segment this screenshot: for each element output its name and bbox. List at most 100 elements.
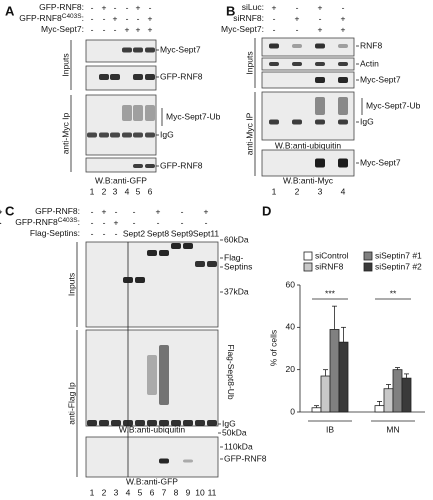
condition-superscript: C403S (62, 13, 83, 20)
lane-number: 3 (113, 186, 118, 196)
condition-mark: - (273, 13, 276, 23)
y-axis-label: % of cells (268, 330, 278, 366)
band (145, 164, 155, 168)
condition-label: GFP-RNF8: (35, 206, 80, 216)
band (145, 105, 155, 121)
bar (311, 407, 322, 413)
condition-mark: + (102, 206, 107, 216)
blot (85, 39, 157, 63)
band (111, 420, 121, 426)
band (292, 44, 302, 48)
panel-label: A (5, 3, 15, 18)
band-label: 37kDa (224, 286, 249, 296)
band-label: GFP-RNF8 (224, 453, 267, 463)
band (338, 62, 348, 66)
band-label: Flag-Sept8-Ub (226, 344, 236, 400)
band (145, 132, 155, 138)
condition-mark: - (115, 228, 118, 238)
condition-label: GFP-RNF8C403S: (15, 217, 80, 228)
condition-label: siRNF8: (233, 13, 264, 23)
lane-number: 9 (186, 487, 191, 497)
bar (383, 388, 394, 413)
condition-name: GFP-RNF8: (35, 206, 80, 216)
bar (374, 405, 385, 413)
condition-mark: - (91, 24, 94, 34)
condition-mark: - (103, 13, 106, 23)
band (99, 74, 109, 80)
band-label: IgG (360, 116, 374, 126)
lane-number: 10 (195, 487, 205, 497)
band-label: Flag- (224, 252, 244, 262)
condition-mark: - (114, 24, 117, 34)
band (292, 119, 302, 125)
condition-mark: - (205, 217, 208, 227)
condition-mark: + (272, 2, 277, 12)
significance-label: ** (390, 288, 397, 298)
legend-swatch (363, 262, 373, 272)
band (122, 132, 132, 138)
condition-name: GFP-RNF8 (15, 217, 58, 227)
lane-number: 2 (102, 487, 107, 497)
blot (261, 71, 355, 89)
band-label: 110kDa (224, 441, 253, 451)
condition-mark: - (0, 206, 2, 216)
band (269, 119, 279, 125)
bar (320, 375, 331, 413)
blot-caption: W.B:anti-GFP (95, 175, 147, 185)
band (207, 420, 217, 426)
band-label: Actin (360, 58, 379, 68)
condition-mark: Sept8 (147, 228, 169, 238)
condition-mark: + (102, 2, 107, 12)
band (269, 43, 279, 49)
y-tick-label: 0 (290, 406, 295, 416)
lane-number: 1 (90, 487, 95, 497)
condition-mark: + (341, 13, 346, 23)
band (207, 261, 217, 267)
band-label: GFP-RNF8 (160, 160, 203, 170)
condition-mark: - (91, 2, 94, 12)
blot (261, 37, 355, 57)
condition-mark: - (296, 2, 299, 12)
legend-swatch (303, 251, 313, 261)
panel: CGFP-RNF8:-+--+-+-+-+GFP-RNF8C403S:--+--… (0, 203, 267, 497)
condition-mark: + (318, 2, 323, 12)
band-label: Myc-Sept7 (360, 157, 401, 167)
section-label: anti-Myc Ip (60, 112, 70, 154)
band (99, 420, 109, 426)
condition-mark: + (156, 206, 161, 216)
condition-mark: + (113, 13, 118, 23)
condition-label: GFP-RNF8C403S: (19, 13, 84, 24)
band-label: 60kDa (224, 234, 249, 244)
condition-mark: - (181, 206, 184, 216)
condition-mark: - (149, 2, 152, 12)
blot (261, 57, 355, 71)
band (135, 420, 145, 426)
legend-swatch (363, 251, 373, 261)
condition-mark: - (0, 206, 2, 216)
condition-mark: Sept2 (123, 228, 145, 238)
significance-label: *** (325, 288, 336, 298)
blot (85, 436, 219, 478)
lane-number: 4 (341, 186, 346, 196)
bar (329, 329, 340, 413)
condition-name: Myc-Sept7: (221, 24, 264, 34)
blot-caption: W.B:anti-GFP (126, 476, 178, 486)
condition-mark: - (115, 206, 118, 216)
band (338, 77, 348, 83)
band (110, 132, 120, 138)
condition-mark: + (136, 24, 141, 34)
condition-mark: + (341, 24, 346, 34)
y-tick-label: 20 (286, 364, 296, 374)
band (315, 62, 325, 66)
condition-mark: + (125, 24, 130, 34)
condition-mark: - (91, 228, 94, 238)
condition-mark: Sept9 (171, 228, 193, 238)
lane-number: 7 (162, 487, 167, 497)
condition-mark: + (0, 206, 3, 216)
section-label: anti-Myc IP (244, 112, 254, 155)
blot-caption: W.B:anti-Myc (283, 175, 334, 185)
condition-name: Flag-Septins: (30, 228, 80, 238)
panel-label: D (262, 203, 271, 218)
legend-swatch (303, 262, 313, 272)
lane-number: 5 (138, 487, 143, 497)
